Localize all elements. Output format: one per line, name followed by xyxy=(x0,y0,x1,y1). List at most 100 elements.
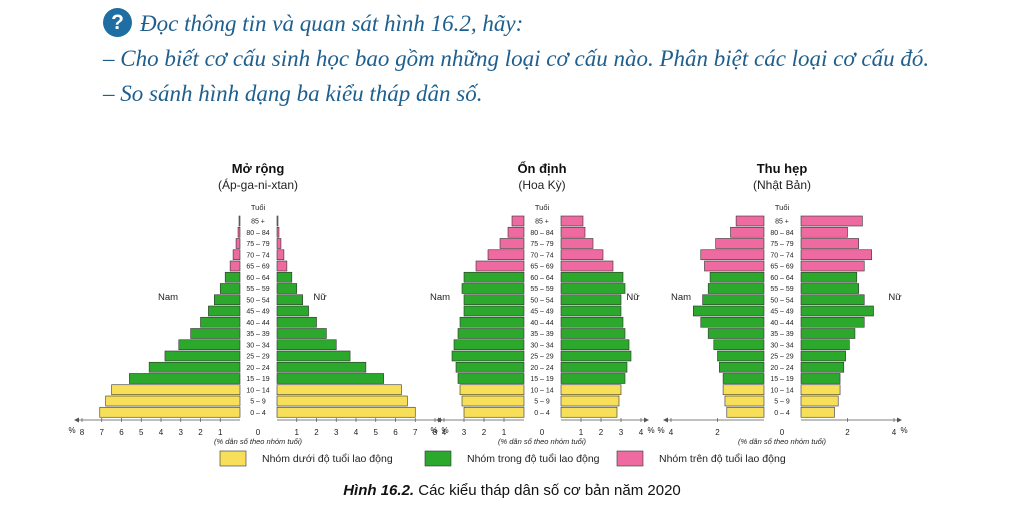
axis-arrow-left xyxy=(663,417,668,423)
tick-label: 1 xyxy=(502,428,507,437)
bar-male xyxy=(463,294,525,306)
bar-male xyxy=(693,305,765,317)
bar-female xyxy=(276,406,416,418)
question-block: ? Đọc thông tin và quan sát hình 16.2, hã… xyxy=(103,6,1024,111)
bar-male xyxy=(735,215,765,227)
bar-male xyxy=(451,350,525,362)
bar-male xyxy=(709,271,765,283)
age-label: 30 – 34 xyxy=(246,342,269,349)
bar-female xyxy=(800,283,859,294)
age-label: 30 – 34 xyxy=(770,342,793,349)
tick-label: 5 xyxy=(139,428,144,437)
age-label: 85 + xyxy=(251,219,265,226)
bar-female xyxy=(560,249,604,261)
x-axis-label: (% dân số theo nhóm tuổi) xyxy=(498,437,586,446)
bar-female xyxy=(276,283,298,294)
age-label: 80 – 84 xyxy=(246,230,269,237)
bar-male xyxy=(237,226,241,238)
percent-sign-right: % xyxy=(441,426,448,435)
bar-male xyxy=(111,384,241,396)
age-label: 50 – 54 xyxy=(530,297,553,304)
bar-male xyxy=(722,373,765,384)
percent-sign-right: % xyxy=(647,426,654,435)
tick-label: 2 xyxy=(599,428,604,437)
tick-label: 2 xyxy=(845,428,850,437)
age-label: 15 – 19 xyxy=(770,376,793,383)
tick-label: 2 xyxy=(198,428,203,437)
age-header: Tuổi xyxy=(251,203,266,212)
bar-male xyxy=(99,406,241,418)
bar-female xyxy=(560,283,626,294)
percent-sign-left: % xyxy=(430,426,437,435)
bar-male xyxy=(475,260,525,272)
question-line-2: – Cho biết cơ cấu sinh học bao gồm những… xyxy=(103,46,930,71)
x-axis-label: (% dân số theo nhóm tuổi) xyxy=(214,437,302,446)
age-label: 20 – 24 xyxy=(246,365,269,372)
age-label: 65 – 69 xyxy=(246,264,269,271)
age-label: 40 – 44 xyxy=(770,320,793,327)
bar-male xyxy=(719,361,765,373)
bar-male xyxy=(105,395,241,407)
female-label: Nữ xyxy=(313,292,327,303)
figure-caption: Hình 16.2. Các kiểu tháp dân số cơ bản n… xyxy=(0,482,1024,499)
bar-female xyxy=(800,294,865,306)
tick-label: 1 xyxy=(218,428,223,437)
tick-label: 3 xyxy=(334,428,339,437)
caption-label: Hình 16.2. xyxy=(343,482,415,499)
age-label: 45 – 49 xyxy=(530,309,553,316)
tick-label: 8 xyxy=(433,428,438,437)
age-label: 15 – 19 xyxy=(246,376,269,383)
tick-label: 4 xyxy=(442,428,447,437)
age-label: 5 – 9 xyxy=(774,399,790,406)
bar-female xyxy=(800,226,848,238)
tick-label: 4 xyxy=(354,428,359,437)
tick-label: 0 xyxy=(540,428,545,437)
bar-male xyxy=(459,316,525,328)
bar-male xyxy=(232,249,241,261)
age-label: 25 – 29 xyxy=(246,354,269,361)
legend-label: Nhóm trong độ tuổi lao động xyxy=(467,453,600,465)
age-label: 10 – 14 xyxy=(530,387,553,394)
bar-female xyxy=(800,249,872,261)
age-label: 40 – 44 xyxy=(530,320,553,327)
bar-male xyxy=(707,328,765,339)
bar-male xyxy=(219,283,241,294)
bar-female xyxy=(800,350,846,362)
bar-male xyxy=(235,238,241,249)
axis-arrow-left xyxy=(436,417,441,423)
age-label: 80 – 84 xyxy=(770,230,793,237)
bar-male xyxy=(463,406,525,418)
chart-subtitle: (Áp-ga-ni-xtan) xyxy=(218,177,298,192)
bar-male xyxy=(453,339,525,351)
bar-male xyxy=(507,226,525,238)
bar-male xyxy=(459,384,525,396)
bar-female xyxy=(276,350,351,362)
tick-label: 4 xyxy=(892,428,897,437)
age-label: 10 – 14 xyxy=(246,387,269,394)
age-label: 25 – 29 xyxy=(770,354,793,361)
bar-male xyxy=(461,283,525,294)
age-label: 60 – 64 xyxy=(770,275,793,282)
bar-male xyxy=(178,339,241,351)
bar-male xyxy=(730,226,765,238)
bar-female xyxy=(276,395,408,407)
age-label: 25 – 29 xyxy=(530,354,553,361)
age-label: 20 – 24 xyxy=(530,365,553,372)
bar-female xyxy=(560,226,586,238)
age-label: 45 – 49 xyxy=(246,309,269,316)
bar-female xyxy=(276,384,402,396)
bar-female xyxy=(560,305,622,317)
bar-male xyxy=(455,361,525,373)
percent-sign-right: % xyxy=(900,426,907,435)
bar-male xyxy=(724,395,765,407)
age-label: 55 – 59 xyxy=(770,286,793,293)
bar-female xyxy=(800,384,841,396)
age-label: 35 – 39 xyxy=(770,331,793,338)
chart-title: Mở rộng xyxy=(232,161,285,176)
bar-female xyxy=(800,339,850,351)
bar-male xyxy=(713,339,765,351)
age-label: 35 – 39 xyxy=(246,331,269,338)
bar-female xyxy=(560,260,614,272)
bar-male xyxy=(702,294,765,306)
